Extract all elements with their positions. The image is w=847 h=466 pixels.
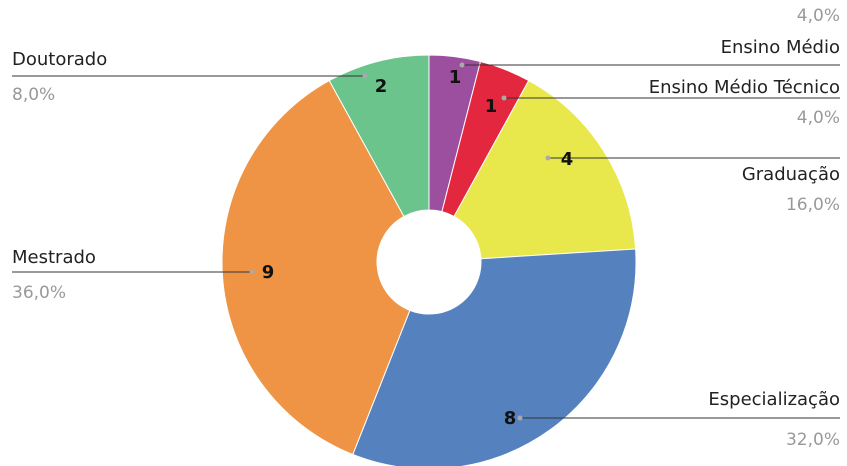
value-label: 4 — [561, 149, 574, 170]
legend-label: Doutorado — [12, 49, 107, 70]
percent-label: 4,0% — [797, 108, 840, 128]
value-label: 8 — [504, 408, 517, 429]
callout-dot — [362, 73, 368, 79]
legend-label: Ensino Médio Técnico — [649, 77, 840, 98]
callout-dot — [459, 62, 465, 68]
value-label: 1 — [449, 67, 462, 88]
value-label: 2 — [375, 76, 388, 97]
slice — [221, 79, 411, 456]
legend-label: Ensino Médio — [721, 37, 840, 58]
legend-label: Especialização — [708, 389, 840, 410]
value-label: 1 — [485, 96, 498, 117]
slice — [352, 248, 637, 466]
callout-dot — [545, 155, 551, 161]
value-label: 9 — [262, 262, 275, 283]
slice — [328, 54, 430, 218]
callout-dot — [517, 415, 523, 421]
percent-label: 16,0% — [786, 195, 840, 215]
legend-label: Graduação — [742, 164, 840, 185]
callout-dot — [249, 269, 255, 275]
percent-label: 4,0% — [797, 6, 840, 26]
percent-label: 36,0% — [12, 283, 66, 303]
legend-label: Mestrado — [12, 247, 96, 268]
percent-label: 32,0% — [786, 430, 840, 450]
slice — [453, 79, 637, 260]
callout-dot — [501, 95, 507, 101]
percent-label: 8,0% — [12, 85, 55, 105]
